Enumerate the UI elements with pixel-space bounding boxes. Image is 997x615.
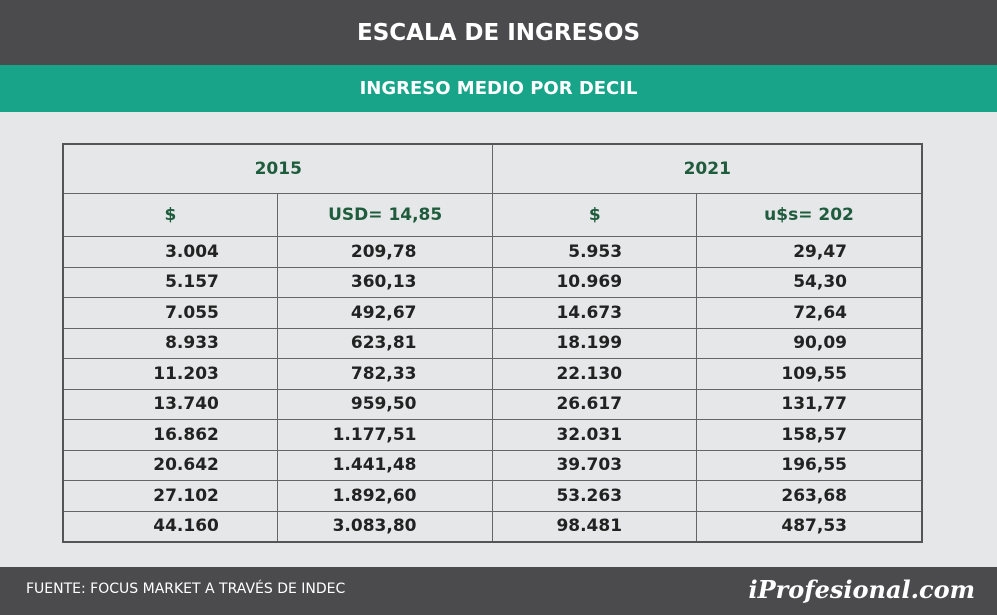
cell: 7.055	[62, 297, 278, 329]
data-row: 27.102 1.892,60 53.263 263,68	[62, 480, 923, 512]
column-header: $	[62, 193, 278, 237]
title: ESCALA DE INGRESOS	[0, 0, 997, 65]
data-row: 16.862 1.177,51 32.031 158,57	[62, 419, 923, 451]
brand: iProfesional.com	[748, 575, 975, 604]
cell: 3.004	[62, 236, 278, 268]
data-row: 8.933 623,81 18.199 90,09	[62, 327, 923, 359]
cell: 10.969	[492, 266, 698, 298]
cell: 158,57	[696, 419, 923, 451]
cell: 1.177,51	[276, 419, 494, 451]
cell: 782,33	[276, 358, 494, 390]
cell: 39.703	[492, 449, 698, 481]
cell: 209,78	[276, 236, 494, 268]
source: FUENTE: FOCUS MARKET A TRAVÉS DE INDEC	[26, 581, 346, 597]
cell: 11.203	[62, 358, 278, 390]
cell: 22.130	[492, 358, 698, 390]
cell: 1.892,60	[276, 480, 494, 512]
cell: 53.263	[492, 480, 698, 512]
group-header: 2021	[492, 143, 923, 194]
cell: 98.481	[492, 510, 698, 543]
cell: 27.102	[62, 480, 278, 512]
data-row: 11.203 782,33 22.130 109,55	[62, 358, 923, 390]
footer: FUENTE: FOCUS MARKET A TRAVÉS DE INDEC i…	[0, 567, 997, 615]
data-row: 7.055 492,67 14.673 72,64	[62, 297, 923, 329]
cell: 487,53	[696, 510, 923, 543]
cell: 29,47	[696, 236, 923, 268]
cell: 196,55	[696, 449, 923, 481]
cell: 109,55	[696, 358, 923, 390]
cell: 18.199	[492, 327, 698, 359]
column-row: $ USD= 14,85 $ u$s= 202	[62, 193, 923, 237]
cell: 623,81	[276, 327, 494, 359]
table-body: 2015 2021 $ USD= 14,85 $ u$s= 202 3.004 209,78 5…	[62, 143, 923, 543]
data-row: 3.004 209,78 5.953 29,47	[62, 236, 923, 268]
group-header: 2015	[62, 143, 494, 194]
cell: 5.953	[492, 236, 698, 268]
cell: 20.642	[62, 449, 278, 481]
cell: 492,67	[276, 297, 494, 329]
data-row: 13.740 959,50 26.617 131,77	[62, 388, 923, 420]
cell: 13.740	[62, 388, 278, 420]
cell: 54,30	[696, 266, 923, 298]
cell: 959,50	[276, 388, 494, 420]
cell: 5.157	[62, 266, 278, 298]
column-header: USD= 14,85	[276, 193, 494, 237]
data-row: 44.160 3.083,80 98.481 487,53	[62, 510, 923, 543]
cell: 32.031	[492, 419, 698, 451]
cell: 3.083,80	[276, 510, 494, 543]
data-row: 20.642 1.441,48 39.703 196,55	[62, 449, 923, 481]
column-header: $	[492, 193, 698, 237]
cell: 8.933	[62, 327, 278, 359]
cell: 360,13	[276, 266, 494, 298]
cell: 26.617	[492, 388, 698, 420]
cell: 44.160	[62, 510, 278, 543]
cell: 131,77	[696, 388, 923, 420]
income-table: 2015 2021 $ USD= 14,85 $ u$s= 202 3.004 209,78 5…	[62, 143, 923, 543]
cell: 263,68	[696, 480, 923, 512]
cell: 72,64	[696, 297, 923, 329]
cell: 90,09	[696, 327, 923, 359]
group-row: 2015 2021	[62, 143, 923, 194]
cell: 16.862	[62, 419, 278, 451]
column-header: u$s= 202	[696, 193, 923, 237]
cell: 1.441,48	[276, 449, 494, 481]
cell: 14.673	[492, 297, 698, 329]
data-row: 5.157 360,13 10.969 54,30	[62, 266, 923, 298]
subtitle: INGRESO MEDIO POR DECIL	[0, 65, 997, 112]
